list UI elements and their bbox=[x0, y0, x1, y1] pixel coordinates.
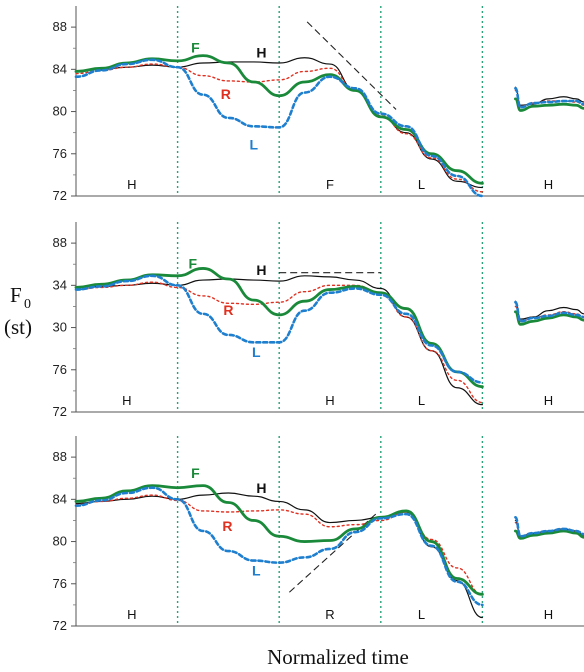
y-axis-label-subscript: 0 bbox=[24, 297, 31, 312]
reference-dashed-line bbox=[306, 21, 397, 110]
series-label-R: R bbox=[221, 86, 231, 102]
y-tick-label: 72 bbox=[53, 618, 67, 633]
segment-label: R bbox=[325, 607, 334, 622]
y-tick-label: 72 bbox=[53, 404, 67, 419]
x-axis-label: Normalized time bbox=[267, 645, 409, 669]
tail-series-line-F bbox=[514, 97, 584, 112]
segment-label: H bbox=[122, 393, 131, 408]
panel-1: 72 76 80 84 88 F H R L H F L H bbox=[53, 6, 584, 203]
y-tick-label: 80 bbox=[53, 534, 67, 549]
segment-label: H bbox=[127, 607, 136, 622]
series-line-R bbox=[75, 494, 484, 596]
series-label-L: L bbox=[252, 344, 261, 360]
y-tick-label: 88 bbox=[53, 449, 67, 464]
y-tick-label: 76 bbox=[53, 576, 67, 591]
series-label-H: H bbox=[256, 45, 266, 61]
tail-series-line-L bbox=[514, 300, 584, 323]
segment-label: F bbox=[326, 177, 334, 192]
tail-series-line-L bbox=[514, 515, 584, 538]
y-tick-label: 88 bbox=[53, 235, 67, 250]
tail-series-line-F bbox=[514, 529, 584, 540]
y-tick-label: 72 bbox=[53, 188, 67, 203]
series-line-L bbox=[74, 58, 484, 198]
series-label-H: H bbox=[256, 262, 266, 278]
tail-series-line-F bbox=[514, 310, 584, 326]
y-tick-label: 84 bbox=[53, 491, 67, 506]
series-label-R: R bbox=[223, 302, 233, 318]
y-tick-label: 80 bbox=[53, 104, 67, 119]
y-tick-label: 76 bbox=[53, 146, 67, 161]
segment-label: H bbox=[544, 607, 553, 622]
segment-label: H bbox=[544, 393, 553, 408]
series-label-F: F bbox=[191, 39, 200, 55]
panel-2: 72 76 30 34 88 F H R L H H L H bbox=[53, 222, 584, 419]
y-axis-label-unit: (st) bbox=[4, 315, 32, 339]
series-line-L bbox=[74, 486, 484, 607]
reference-dashed-line bbox=[288, 513, 377, 593]
series-label-L: L bbox=[252, 562, 261, 578]
y-tick-label: 76 bbox=[53, 362, 67, 377]
series-line-F bbox=[74, 54, 484, 185]
segment-label: L bbox=[418, 177, 425, 192]
y-tick-label: 84 bbox=[53, 61, 67, 76]
panel-3: 72 76 80 84 88 F H R L H R L H bbox=[53, 436, 584, 633]
series-line-L bbox=[74, 274, 484, 384]
series-label-F: F bbox=[189, 255, 198, 271]
series-line-H bbox=[75, 275, 483, 406]
panels-group: 72 76 80 84 88 F H R L H F L H 72 76 30 34 88 F H R L H H L H 72 76… bbox=[53, 6, 584, 633]
series-label-L: L bbox=[250, 137, 259, 153]
segment-label: H bbox=[325, 393, 334, 408]
segment-label: L bbox=[418, 607, 425, 622]
segment-label: H bbox=[127, 177, 136, 192]
series-label-R: R bbox=[222, 518, 232, 534]
series-label-F: F bbox=[191, 465, 200, 481]
y-tick-label: 34 bbox=[53, 277, 67, 292]
y-tick-label: 88 bbox=[53, 19, 67, 34]
series-line-R bbox=[75, 63, 484, 193]
segment-label: L bbox=[418, 393, 425, 408]
y-axis-label-main: F bbox=[10, 283, 22, 307]
tail-series-line-L bbox=[514, 87, 584, 109]
y-tick-label: 30 bbox=[53, 320, 67, 335]
segment-label: H bbox=[544, 177, 553, 192]
series-label-H: H bbox=[256, 480, 266, 496]
series-line-F bbox=[74, 484, 484, 596]
